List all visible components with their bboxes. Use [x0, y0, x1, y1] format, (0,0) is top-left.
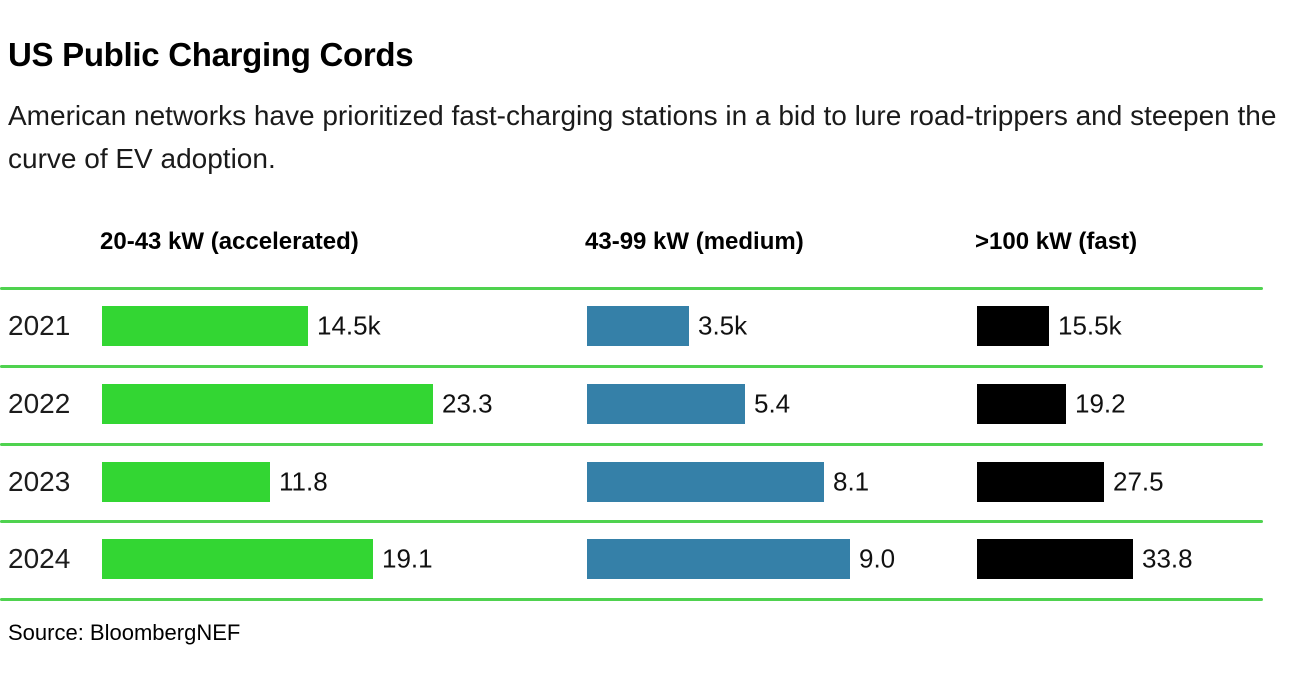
row-separator-rule [0, 287, 1263, 290]
bar-value-fast-2024: 33.8 [1142, 543, 1193, 574]
bar-value-accelerated-2022: 23.3 [442, 388, 493, 419]
year-label-2023: 2023 [8, 465, 71, 497]
bar-accelerated-2021 [102, 306, 308, 346]
bar-value-fast-2023: 27.5 [1113, 466, 1164, 496]
row-separator-rule [0, 598, 1263, 601]
page-title: US Public Charging Cords [8, 36, 414, 73]
bar-accelerated-2022 [102, 383, 433, 424]
bar-value-accelerated-2024: 19.1 [382, 543, 433, 574]
bar-accelerated-2024 [102, 539, 373, 580]
bar-accelerated-2023 [102, 461, 270, 502]
bar-value-medium-2021: 3.5k [698, 310, 748, 341]
bar-value-medium-2022: 5.4 [754, 388, 791, 419]
chart-subtitle: American networks have prioritized fast-… [8, 100, 1277, 174]
bar-value-medium-2023: 8.1 [833, 466, 870, 496]
source-note: Source: BloombergNEF [8, 620, 241, 645]
chart-row-2024: 2024 19.1 9.0 33.8 [0, 520, 1263, 598]
bar-value-accelerated-2021: 14.5k [317, 310, 381, 341]
bar-value-fast-2021: 15.5k [1058, 310, 1122, 341]
bar-chart: 2021 14.5k 3.5k 15.5k 2022 23.3 5.4 19.2 2023 11.… [0, 287, 1263, 601]
bar-value-medium-2024: 9.0 [859, 543, 896, 574]
bar-value-fast-2022: 19.2 [1075, 388, 1126, 419]
chart-row-2022: 2022 23.3 5.4 19.2 [0, 365, 1263, 443]
bar-value-accelerated-2023: 11.8 [279, 466, 328, 496]
chart-row-2021: 2021 14.5k 3.5k 15.5k [0, 287, 1263, 365]
column-headers: 20-43 kW (accelerated) 43-99 kW (medium)… [0, 228, 1300, 258]
row-separator-rule [0, 364, 1263, 368]
year-label-2021: 2021 [8, 310, 71, 341]
year-label-2022: 2022 [8, 387, 71, 419]
bar-medium-2021 [587, 306, 689, 346]
chart-row-2023: 2023 11.8 8.1 27.5 [0, 443, 1263, 521]
year-label-2024: 2024 [8, 543, 71, 575]
bar-medium-2023 [587, 461, 824, 502]
row-separator-rule [0, 442, 1263, 446]
bar-medium-2024 [587, 539, 850, 580]
column-header-medium: 43-99 kW (medium) [585, 228, 804, 255]
column-header-accelerated: 20-43 kW (accelerated) [100, 228, 359, 255]
column-header-fast: >100 kW (fast) [975, 228, 1138, 255]
bar-fast-2021 [977, 306, 1049, 346]
bar-fast-2022 [977, 383, 1066, 424]
bar-medium-2022 [587, 383, 745, 424]
row-separator-rule [0, 520, 1263, 524]
bar-fast-2024 [977, 539, 1133, 580]
bar-fast-2023 [977, 461, 1104, 502]
